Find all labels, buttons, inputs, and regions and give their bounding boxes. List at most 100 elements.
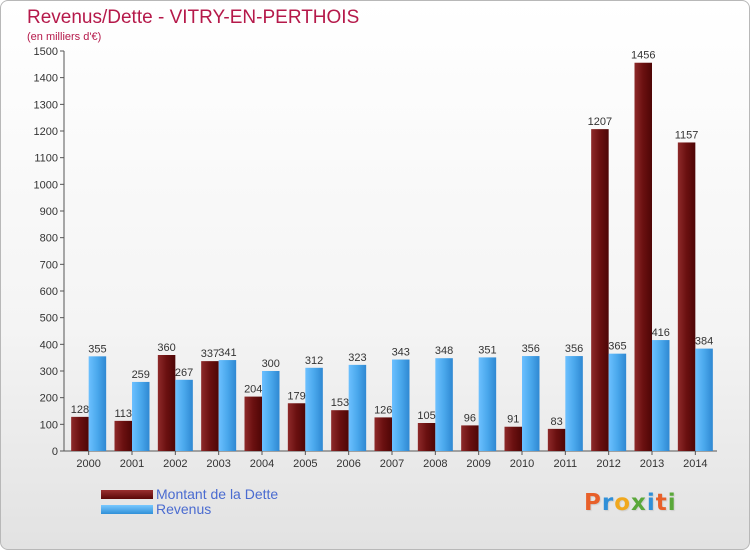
x-tick-label: 2008 <box>423 458 447 470</box>
bar-revenue <box>478 357 497 451</box>
y-tick-label: 700 <box>40 259 58 271</box>
bar-debt <box>677 142 696 451</box>
bar-debt <box>331 410 349 451</box>
bar-revenue <box>435 358 453 451</box>
x-tick-label: 2013 <box>640 458 664 470</box>
bar-debt <box>547 428 566 451</box>
data-label-debt: 360 <box>157 342 175 354</box>
bar-debt <box>114 420 132 451</box>
data-label-debt: 1157 <box>675 129 699 141</box>
bar-debt <box>157 355 176 451</box>
x-tick-label: 2009 <box>466 458 490 470</box>
bar-debt <box>244 396 262 451</box>
bar-debt <box>71 416 89 451</box>
data-label-revenue: 300 <box>262 358 280 370</box>
x-tick-label: 2007 <box>380 458 404 470</box>
data-label-revenue: 259 <box>132 369 150 381</box>
bar-debt <box>461 425 479 451</box>
data-label-revenue: 355 <box>88 343 106 355</box>
data-label-debt: 91 <box>507 414 519 426</box>
y-tick-label: 1000 <box>34 179 58 191</box>
data-label-debt: 113 <box>114 408 132 420</box>
data-label-revenue: 384 <box>695 336 713 348</box>
x-tick-label: 2011 <box>554 458 578 470</box>
data-label-revenue: 365 <box>608 341 626 353</box>
data-label-revenue: 343 <box>392 347 410 359</box>
logo-letter: t <box>655 490 668 516</box>
y-tick-label: 600 <box>40 286 58 298</box>
y-tick-label: 0 <box>52 446 58 458</box>
data-label-debt: 126 <box>374 404 392 416</box>
bar-revenue <box>392 359 410 451</box>
data-label-revenue: 312 <box>305 355 323 367</box>
bar-debt <box>504 426 522 451</box>
legend-label-revenue: Revenus <box>156 501 212 517</box>
bar-revenue <box>262 371 280 451</box>
data-label-revenue: 356 <box>522 343 540 355</box>
y-tick-label: 1300 <box>34 99 58 111</box>
x-tick-label: 2010 <box>510 458 534 470</box>
data-label-debt: 128 <box>71 404 89 416</box>
bar-debt <box>634 62 652 451</box>
y-tick-label: 1200 <box>34 126 58 138</box>
bar-revenue <box>695 348 713 451</box>
x-tick-label: 2005 <box>293 458 317 470</box>
data-label-revenue: 267 <box>175 367 193 379</box>
chart-subtitle: (en milliers d'€) <box>27 31 102 43</box>
x-tick-label: 2003 <box>206 458 230 470</box>
data-label-debt: 153 <box>331 397 349 409</box>
logo-letter: i <box>667 490 677 516</box>
logo-letter: P <box>584 490 602 516</box>
bar-debt <box>374 417 392 451</box>
logo-letter: o <box>614 490 632 516</box>
bar-debt <box>591 129 609 451</box>
bar-debt <box>201 361 219 451</box>
chart-bars <box>71 62 713 451</box>
chart-data-labels: 128 113 360 337 204 179 153 126 105 96 91 83 1207 145… <box>71 50 714 428</box>
data-label-debt: 204 <box>244 384 262 396</box>
x-tick-label: 2000 <box>76 458 100 470</box>
data-label-revenue: 351 <box>478 344 496 356</box>
data-label-debt: 337 <box>201 348 219 360</box>
bar-revenue <box>608 353 627 451</box>
bar-revenue <box>652 340 670 451</box>
bar-revenue <box>218 360 237 451</box>
bar-revenue <box>522 356 540 451</box>
bar-revenue <box>88 356 107 451</box>
x-tick-label: 2002 <box>163 458 187 470</box>
bar-debt <box>287 403 306 451</box>
x-tick-label: 2012 <box>596 458 620 470</box>
data-label-revenue: 348 <box>435 345 453 357</box>
data-label-debt: 96 <box>464 412 476 424</box>
bar-revenue <box>565 356 583 451</box>
bar-chart: 0 100 200 300 400 500 600 700 800 900 1000 1100 1200… <box>34 46 717 470</box>
bar-revenue <box>175 379 193 451</box>
data-label-debt: 179 <box>287 390 305 402</box>
logo-letter: r <box>601 490 615 516</box>
logo-letter: i <box>646 490 656 516</box>
y-tick-label: 800 <box>40 233 58 245</box>
x-tick-label: 2006 <box>336 458 360 470</box>
data-label-revenue: 356 <box>565 343 583 355</box>
legend-label-debt: Montant de la Dette <box>156 486 279 502</box>
data-label-debt: 1207 <box>588 116 612 128</box>
data-label-revenue: 416 <box>652 327 670 339</box>
bar-revenue <box>305 367 323 451</box>
y-tick-label: 100 <box>40 419 58 431</box>
y-tick-label: 300 <box>40 366 58 378</box>
y-tick-label: 1400 <box>34 73 58 85</box>
data-label-revenue: 323 <box>348 352 366 364</box>
data-label-debt: 105 <box>417 410 435 422</box>
y-tick-label: 1500 <box>34 46 58 58</box>
legend-swatch-revenue <box>101 505 153 514</box>
logo-letter: x <box>631 490 647 516</box>
x-tick-label: 2004 <box>250 458 274 470</box>
y-tick-label: 900 <box>40 206 58 218</box>
proxiti-logo: Proxiti <box>584 490 677 516</box>
legend-swatch-debt <box>101 490 153 499</box>
y-tick-label: 1100 <box>34 153 58 165</box>
data-label-debt: 83 <box>550 416 562 428</box>
bar-revenue <box>348 364 367 451</box>
x-tick-label: 2001 <box>120 458 144 470</box>
